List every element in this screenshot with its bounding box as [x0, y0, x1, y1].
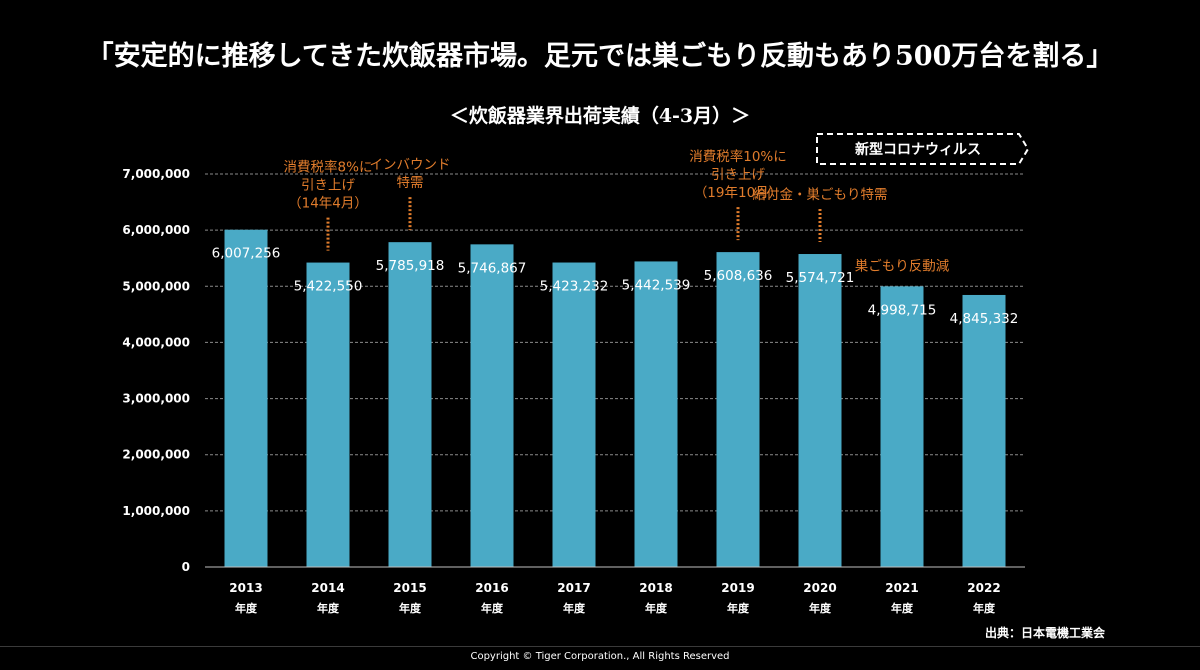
value-label: 5,442,539	[622, 277, 691, 293]
annotation-text: インバウンド	[370, 157, 451, 173]
bar-2022	[962, 294, 1006, 567]
annotation-text: （19年10月）	[694, 185, 782, 201]
annotation-text: 消費税率8%に	[284, 159, 373, 176]
annotation-text: 消費税率10%に	[689, 148, 787, 165]
covid-label: 新型コロナウィルス	[855, 141, 981, 158]
covid-arrow-shape	[816, 133, 1030, 165]
bar-2016	[470, 244, 514, 567]
x-tick-label: 2022	[967, 581, 1000, 595]
x-tick-label: 2013	[229, 581, 262, 595]
value-label: 5,574,721	[786, 270, 855, 286]
annotation-text: 巣ごもり反動減	[855, 257, 950, 274]
value-label: 4,998,715	[868, 302, 937, 318]
footer-bar	[0, 646, 1200, 670]
value-label: 6,007,256	[212, 246, 281, 262]
x-tick-label: 2015	[393, 581, 426, 595]
bar-2020	[798, 254, 842, 568]
x-tick-suffix: 年度	[891, 601, 914, 615]
y-tick-label: 1,000,000	[122, 504, 190, 518]
y-tick-label: 5,000,000	[122, 279, 190, 293]
annotation-text: 引き上げ	[711, 167, 765, 183]
bars	[224, 229, 1006, 568]
y-tick-label: 0	[182, 560, 190, 574]
x-tick-suffix: 年度	[235, 601, 258, 615]
source-note: 出典：日本電機工業会	[984, 626, 1105, 640]
headline: 「安定的に推移してきた炊飯器市場。足元では巣ごもり反動もあり500万台を割る」	[86, 41, 1114, 72]
x-tick-suffix: 年度	[481, 601, 504, 615]
annotation-text: （14年4月）	[288, 196, 368, 212]
x-tick-suffix: 年度	[973, 601, 996, 615]
value-label: 4,845,332	[950, 311, 1019, 327]
x-tick-suffix: 年度	[809, 601, 832, 615]
value-labels: 6,007,256 5,422,550 5,785,918 5,746,867 5,42…	[212, 246, 1019, 327]
value-label: 5,608,636	[704, 268, 773, 284]
x-tick-label: 2014	[311, 581, 344, 595]
value-label: 5,423,232	[540, 279, 609, 295]
annotation-text: 給付金・巣ごもり特需	[753, 187, 888, 203]
value-label: 5,785,918	[376, 258, 445, 274]
y-tick-label: 6,000,000	[122, 223, 190, 237]
y-tick-label: 3,000,000	[122, 392, 190, 406]
bar-2015	[388, 242, 432, 567]
x-tick-label: 2020	[803, 581, 836, 595]
chart-title: ＜炊飯器業界出荷実績（4-3月）＞	[449, 105, 751, 127]
bar-2021	[880, 286, 924, 567]
value-label: 5,746,867	[458, 260, 527, 276]
x-tick-suffix: 年度	[563, 601, 586, 615]
x-tick-suffix: 年度	[645, 601, 668, 615]
x-tick-label: 2021	[885, 581, 918, 595]
x-tick-suffix: 年度	[727, 601, 750, 615]
y-tick-label: 4,000,000	[122, 335, 190, 349]
value-label: 5,422,550	[294, 279, 363, 295]
x-tick-label: 2019	[721, 581, 754, 595]
x-tick-suffix: 年度	[317, 601, 340, 615]
bar-2019	[716, 252, 760, 567]
copyright: Copyright © Tiger Corporation., All Righ…	[470, 651, 730, 662]
annotation-text: 引き上げ	[301, 178, 355, 194]
bar-2018	[634, 261, 678, 567]
x-tick-label: 2018	[639, 581, 672, 595]
bar-2017	[552, 262, 596, 567]
y-tick-label: 7,000,000	[122, 167, 190, 181]
y-tick-label: 2,000,000	[122, 448, 190, 462]
bar-2014	[306, 262, 350, 567]
x-tick-label: 2016	[475, 581, 508, 595]
x-tick-label: 2017	[557, 581, 590, 595]
annotation-text: 特需	[397, 175, 424, 191]
covid-callout: 新型コロナウィルス	[816, 133, 1030, 165]
bar-2013	[224, 229, 268, 568]
x-tick-suffix: 年度	[399, 601, 422, 615]
axes: 0 1,000,000 2,000,000 3,000,000 4,000,000 5,0…	[122, 167, 1025, 615]
annotations: 消費税率8%に引き上げ（14年4月）インバウンド特需消費税率10%に引き上げ（1…	[284, 148, 950, 274]
